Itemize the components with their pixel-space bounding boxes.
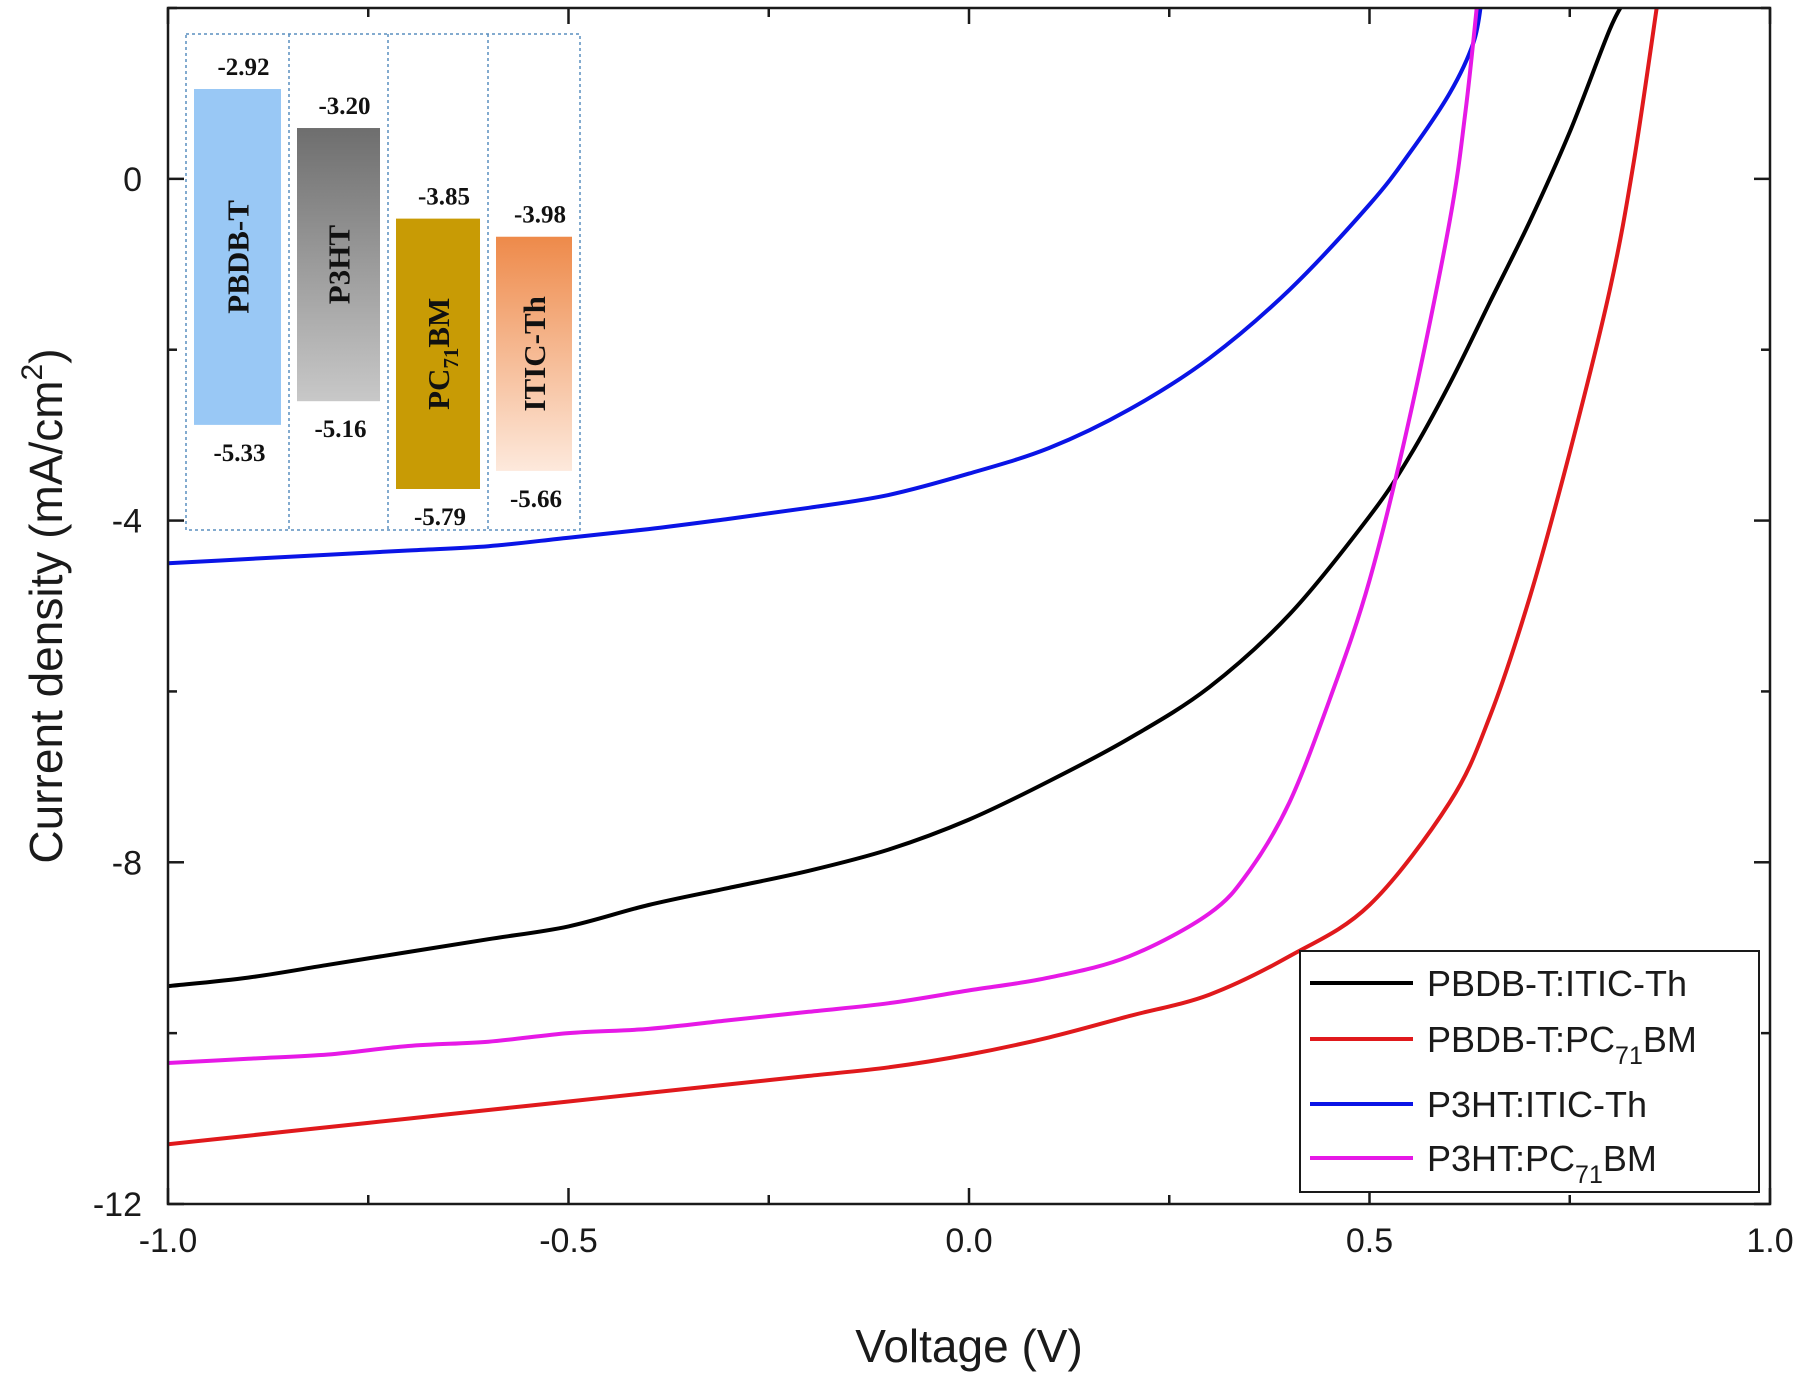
legend-label-pre: P3HT:PC bbox=[1427, 1138, 1575, 1179]
series-line-3 bbox=[168, 8, 1479, 1065]
tick-labels-layer: -1.0 -0.5 0.0 0.5 1.0 -12 -8 -4 0 bbox=[93, 161, 1794, 1260]
material-label-pre: PC bbox=[421, 369, 456, 410]
homo-value-P3HT: -5.16 bbox=[314, 416, 366, 443]
series-line-0 bbox=[168, 8, 1623, 989]
energy-bar-PC71BM bbox=[396, 218, 480, 489]
energy-bar-P3HT bbox=[297, 128, 380, 402]
axis-titles-layer: Voltage (V) Current density (mA/cm2) bbox=[16, 348, 1083, 1372]
x-tick-label: 0.5 bbox=[1346, 1222, 1393, 1260]
material-label-pre: P3HT bbox=[322, 225, 357, 305]
material-label-post: BM bbox=[421, 298, 456, 348]
legend-label-pre: P3HT:ITIC-Th bbox=[1427, 1084, 1647, 1125]
lumo-value-ITIC-Th: -3.98 bbox=[514, 202, 566, 229]
energy-bar-PBDB-T bbox=[194, 89, 281, 425]
x-axis-title: Voltage (V) bbox=[855, 1320, 1083, 1372]
lumo-value-PBDB-T: -2.92 bbox=[217, 54, 269, 81]
ticks-layer bbox=[166, 6, 1772, 1206]
legend-label-pre: PBDB-T:PC bbox=[1427, 1019, 1615, 1060]
y-axis-title-sup: 2 bbox=[16, 364, 49, 381]
curves-layer bbox=[168, 8, 1659, 1147]
legend-label-sub: 71 bbox=[1615, 1042, 1643, 1070]
homo-value-PBDB-T: -5.33 bbox=[213, 440, 265, 467]
legend-label-3: P3HT:PC71BM bbox=[1427, 1138, 1657, 1189]
energy-level-inset: PBDB-T -2.92 -5.33 P3HT -3.20 -5.16 PC71BM -3.8… bbox=[185, 33, 581, 531]
y-tick-label: -8 bbox=[112, 844, 142, 882]
x-tick-label: 1.0 bbox=[1746, 1222, 1793, 1260]
y-tick-label: 0 bbox=[123, 161, 142, 199]
homo-value-PC71BM: -5.79 bbox=[414, 504, 466, 531]
lumo-value-PC71BM: -3.85 bbox=[418, 184, 470, 211]
y-axis-title-main: Current density (mA/cm bbox=[20, 380, 72, 863]
lumo-value-P3HT: -3.20 bbox=[318, 93, 370, 120]
y-axis-title-close: ) bbox=[20, 348, 72, 363]
y-tick-label: -12 bbox=[93, 1186, 142, 1224]
x-tick-label: 0.0 bbox=[945, 1222, 992, 1260]
legend-label-2: P3HT:ITIC-Th bbox=[1427, 1084, 1647, 1125]
y-axis-title: Current density (mA/cm2) bbox=[16, 348, 72, 863]
material-label-pre: PBDB-T bbox=[221, 200, 256, 314]
legend-label-post: BM bbox=[1643, 1019, 1697, 1060]
y-tick-label: -4 bbox=[112, 503, 142, 541]
legend-label-1: PBDB-T:PC71BM bbox=[1427, 1019, 1697, 1070]
material-label-P3HT: P3HT bbox=[322, 225, 357, 305]
x-tick-label: -1.0 bbox=[139, 1222, 198, 1260]
legend-label-0: PBDB-T:ITIC-Th bbox=[1427, 963, 1687, 1004]
x-tick-label: -0.5 bbox=[539, 1222, 598, 1260]
series-line-1 bbox=[168, 8, 1659, 1147]
legend: PBDB-T:ITIC-ThPBDB-T:PC71BMP3HT:ITIC-ThP… bbox=[1299, 950, 1760, 1193]
material-label-pre: ITIC-Th bbox=[517, 296, 552, 411]
material-label-sub: 71 bbox=[439, 348, 463, 369]
material-label-PBDB-T: PBDB-T bbox=[221, 200, 256, 314]
homo-value-ITIC-Th: -5.66 bbox=[510, 486, 562, 513]
legend-label-pre: PBDB-T:ITIC-Th bbox=[1427, 963, 1687, 1004]
energy-bar-ITIC-Th bbox=[496, 236, 572, 471]
series-line-2 bbox=[168, 8, 1483, 566]
material-label-PC71BM: PC71BM bbox=[421, 298, 463, 410]
legend-box bbox=[1299, 950, 1760, 1193]
legend-label-post: BM bbox=[1603, 1138, 1657, 1179]
material-label-ITIC-Th: ITIC-Th bbox=[517, 296, 552, 411]
legend-label-sub: 71 bbox=[1575, 1161, 1603, 1189]
